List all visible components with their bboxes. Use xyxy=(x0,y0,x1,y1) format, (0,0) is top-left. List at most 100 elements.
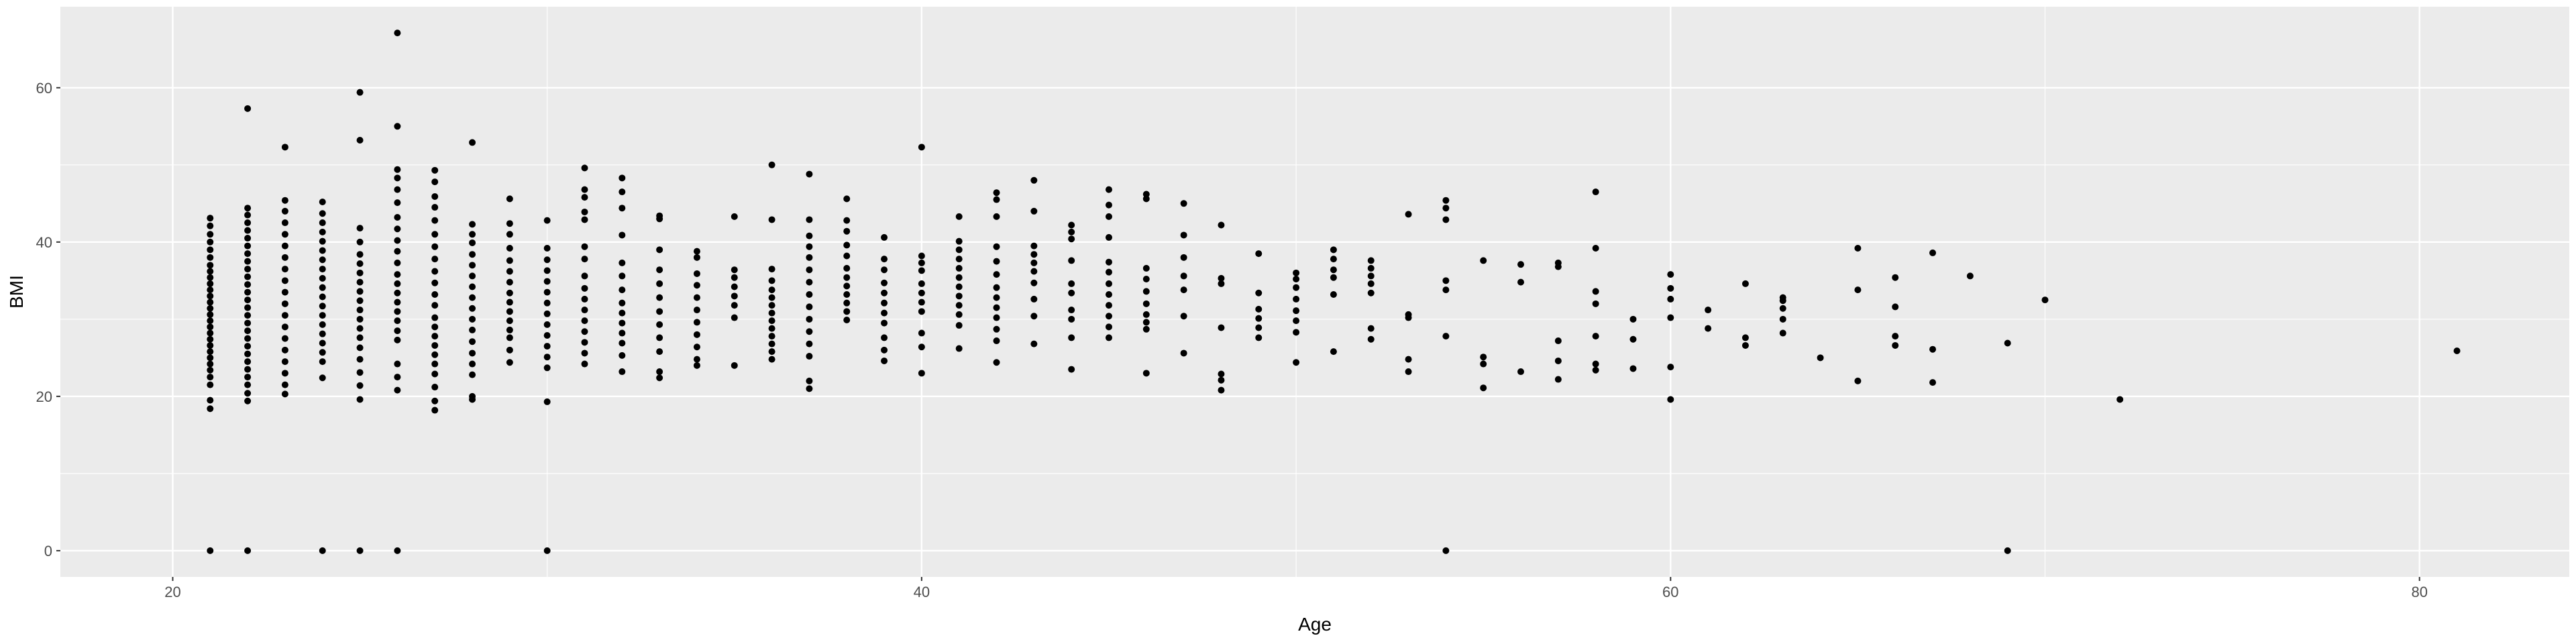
data-point xyxy=(768,340,775,347)
data-point xyxy=(619,259,626,266)
data-point xyxy=(207,280,214,287)
data-point xyxy=(207,238,214,246)
data-point xyxy=(394,386,401,394)
data-point xyxy=(993,359,1000,366)
data-point xyxy=(207,311,214,318)
data-point xyxy=(281,231,288,238)
data-point xyxy=(1105,186,1112,193)
data-point xyxy=(207,547,214,554)
data-point xyxy=(1255,324,1263,331)
data-point xyxy=(843,217,851,224)
data-point xyxy=(768,348,775,356)
data-point xyxy=(955,274,963,281)
data-point xyxy=(356,251,364,258)
data-point xyxy=(1030,242,1038,250)
data-point xyxy=(319,219,326,227)
data-point xyxy=(1293,307,1300,315)
data-point xyxy=(768,317,775,325)
data-point xyxy=(881,334,888,341)
data-point xyxy=(1779,315,1786,323)
data-point xyxy=(768,325,775,332)
data-point xyxy=(469,350,476,357)
data-point xyxy=(843,291,851,299)
data-point xyxy=(581,339,588,346)
data-point xyxy=(581,284,588,292)
data-point xyxy=(1480,354,1487,361)
data-point xyxy=(356,334,364,341)
data-point xyxy=(356,369,364,376)
data-point xyxy=(244,390,252,397)
data-point xyxy=(1142,195,1150,203)
y-tick-label: 0 xyxy=(44,543,52,559)
data-point xyxy=(543,245,551,252)
data-point xyxy=(806,232,813,239)
data-point xyxy=(581,272,588,280)
data-point xyxy=(319,358,326,366)
data-point xyxy=(1517,261,1525,268)
data-point xyxy=(843,264,851,272)
data-point xyxy=(207,305,214,312)
data-point xyxy=(619,272,626,280)
data-point xyxy=(2004,339,2011,347)
data-point xyxy=(207,329,214,337)
data-point xyxy=(993,196,1000,203)
data-point xyxy=(1218,280,1225,287)
data-point xyxy=(806,377,813,384)
data-point xyxy=(1255,289,1263,297)
data-point xyxy=(394,336,401,343)
data-point xyxy=(1442,197,1450,204)
data-point xyxy=(356,225,364,232)
data-point xyxy=(955,292,963,300)
data-point xyxy=(1142,311,1150,318)
data-point xyxy=(506,359,513,366)
data-point xyxy=(806,266,813,274)
data-point xyxy=(469,139,476,146)
data-point xyxy=(207,317,214,325)
data-point xyxy=(619,319,626,327)
data-point xyxy=(581,186,588,193)
x-tick-label: 40 xyxy=(914,584,930,600)
data-point xyxy=(806,254,813,261)
data-point xyxy=(207,286,214,294)
data-point xyxy=(693,270,700,277)
data-point xyxy=(244,304,252,311)
data-point xyxy=(543,256,551,264)
data-point xyxy=(1592,300,1599,307)
data-point xyxy=(431,178,439,186)
data-point xyxy=(431,314,439,321)
data-point xyxy=(843,252,851,260)
data-point xyxy=(244,105,252,112)
data-point xyxy=(619,339,626,347)
data-point xyxy=(806,315,813,323)
data-point xyxy=(394,271,401,278)
data-point xyxy=(1068,228,1075,235)
data-point xyxy=(281,323,288,331)
data-point xyxy=(619,205,626,212)
data-point xyxy=(356,356,364,363)
data-point xyxy=(918,289,925,297)
data-point xyxy=(768,356,775,363)
data-point xyxy=(881,319,888,327)
data-point xyxy=(955,302,963,309)
data-point xyxy=(1068,334,1075,341)
data-point xyxy=(244,319,252,327)
data-point xyxy=(506,195,513,203)
data-point xyxy=(506,245,513,252)
data-point xyxy=(1929,249,1937,256)
data-point xyxy=(1105,268,1112,276)
data-point xyxy=(1068,280,1075,287)
data-point xyxy=(1105,323,1112,331)
data-point xyxy=(1068,289,1075,297)
data-point xyxy=(469,392,476,400)
data-point xyxy=(619,352,626,359)
data-point xyxy=(768,286,775,294)
data-point xyxy=(1367,325,1375,332)
data-point xyxy=(806,278,813,286)
data-point xyxy=(319,374,326,382)
data-point xyxy=(394,30,401,37)
data-point xyxy=(1929,379,1937,386)
data-point xyxy=(1817,354,1824,362)
data-point xyxy=(1105,213,1112,220)
data-point xyxy=(207,231,214,238)
